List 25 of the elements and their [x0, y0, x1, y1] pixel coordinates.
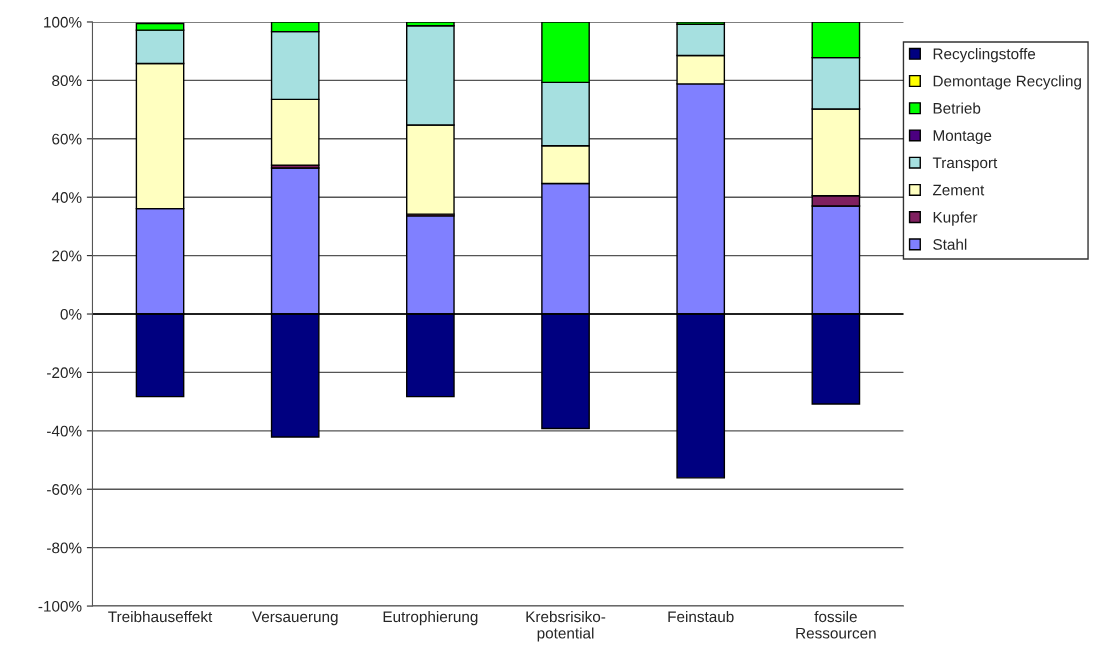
y-tick-label: 40% — [51, 192, 82, 203]
y-tick-label: -60% — [47, 484, 82, 495]
y-tick-label: -80% — [47, 542, 82, 554]
legend-label: Demontage Recycling — [933, 75, 1081, 90]
y-tick-label: 0% — [60, 308, 82, 320]
y-tick-label: 80% — [52, 75, 82, 87]
x-tick-label: Versauerung — [251, 611, 338, 626]
y-tick-label: 100% — [44, 16, 82, 28]
legend-label: Stahl — [933, 238, 967, 250]
legend-label: Recyclingstoffe — [933, 48, 1036, 63]
y-tick-label: 60% — [52, 133, 82, 145]
legend-label: Kupfer — [933, 211, 978, 226]
legend-label: Montage — [933, 130, 992, 144]
legend-label: Zement — [932, 184, 985, 196]
legend-label: Transport — [932, 157, 998, 172]
y-tick-label: -100% — [38, 600, 82, 612]
y-tick-label: -40% — [47, 425, 82, 437]
x-tick-label: fossile Ressourcen — [796, 610, 876, 639]
x-tick-label: Eutrophierung — [383, 610, 478, 626]
x-tick-label: Feinstaub — [668, 610, 734, 623]
y-tick-label: -20% — [47, 367, 82, 379]
x-tick-label: Treibhauseffekt — [108, 610, 213, 623]
legend-label: Betrieb — [933, 102, 981, 114]
x-tick-label: Krebsrisiko- potential — [526, 610, 606, 642]
y-tick-label: 20% — [52, 250, 82, 262]
